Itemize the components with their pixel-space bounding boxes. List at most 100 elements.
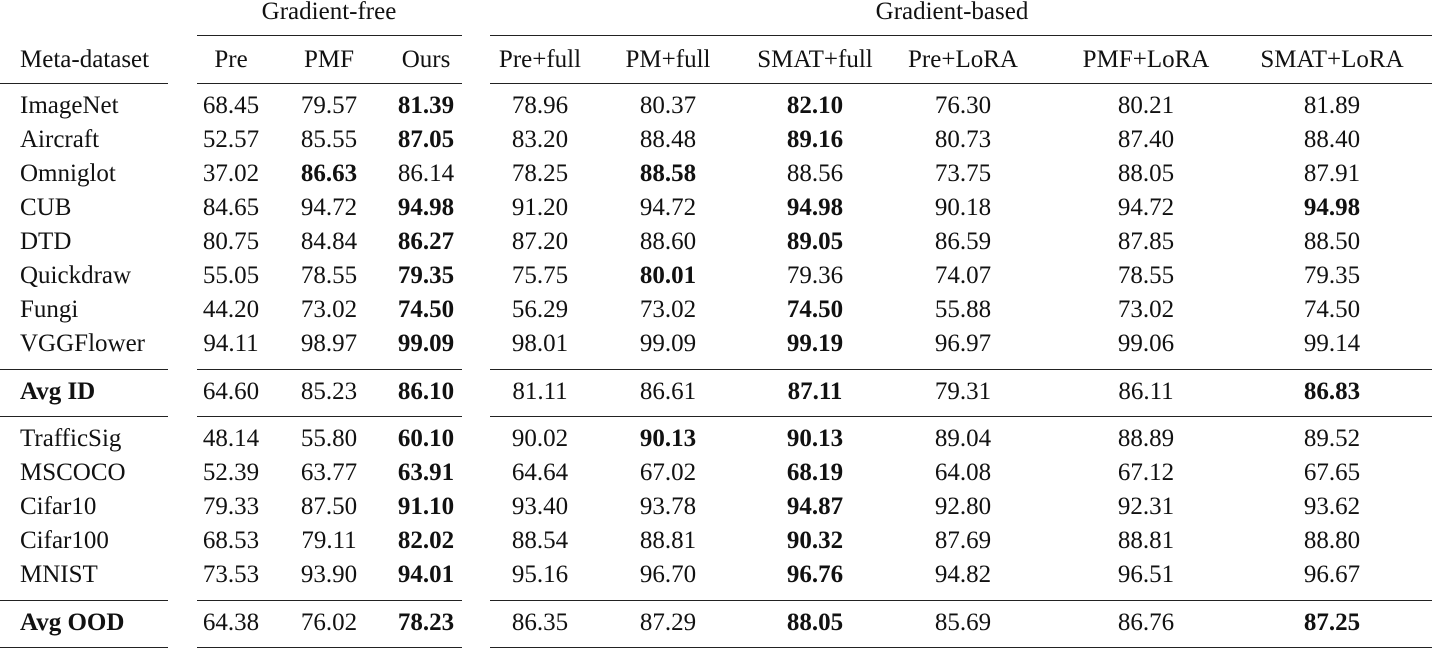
id-row-cell: 86.27: [397, 228, 455, 255]
id-row-cell: 99.09: [639, 330, 697, 357]
ood-row-cell: 87.69: [934, 527, 992, 554]
avg-ood-row-cell: 87.25: [1303, 609, 1361, 636]
column-header: SMAT+full: [757, 46, 873, 73]
id-row-cell: 94.72: [1117, 194, 1175, 221]
bottom-rule-seg-0: [0, 647, 168, 648]
id-row-cell: 98.01: [511, 330, 569, 357]
avg-id-rule-seg-1: [197, 416, 462, 417]
group-rule-gradient-free: [197, 35, 462, 36]
id-row-cell: 87.20: [511, 228, 569, 255]
bottom-rule-seg-2: [490, 647, 1432, 648]
ood-row-cell: 92.80: [934, 493, 992, 520]
ood-row-label: Cifar10: [20, 493, 97, 520]
ood-row-cell: 96.70: [639, 561, 697, 588]
id-row-cell: 88.48: [639, 126, 697, 153]
avg-ood-row-label: Avg OOD: [20, 609, 125, 636]
id-row-cell: 55.05: [202, 262, 260, 289]
id-row-cell: 90.18: [934, 194, 992, 221]
id-row-cell: 87.40: [1117, 126, 1175, 153]
avg-ood-row-cell: 86.35: [511, 609, 569, 636]
id-row-cell: 79.35: [397, 262, 455, 289]
id-row-cell: 76.30: [934, 92, 992, 119]
id-row-cell: 75.75: [511, 262, 569, 289]
ood-row-cell: 88.81: [639, 527, 697, 554]
id-row-cell: 82.10: [786, 92, 844, 119]
id-row-cell: 78.55: [300, 262, 358, 289]
id-row-cell: 85.55: [300, 126, 358, 153]
ood-rule-seg-0: [0, 600, 168, 601]
column-header: Pre+LoRA: [908, 46, 1018, 73]
id-row-cell: 68.45: [202, 92, 260, 119]
avg-id-row-cell: 64.60: [202, 378, 260, 405]
id-row-cell: 84.65: [202, 194, 260, 221]
id-row-cell: 94.98: [786, 194, 844, 221]
id-row-cell: 78.25: [511, 160, 569, 187]
id-row-cell: 83.20: [511, 126, 569, 153]
id-row-cell: 78.96: [511, 92, 569, 119]
ood-row-cell: 90.13: [786, 425, 844, 452]
ood-row-cell: 88.54: [511, 527, 569, 554]
id-row-label: Quickdraw: [20, 262, 132, 289]
avg-ood-row-cell: 76.02: [300, 609, 358, 636]
id-row-cell: 94.98: [397, 194, 455, 221]
id-row-cell: 99.19: [786, 330, 844, 357]
id-row-cell: 73.02: [639, 296, 697, 323]
ood-row-label: MNIST: [20, 561, 98, 588]
avg-id-row-cell: 87.11: [787, 378, 843, 405]
id-row-label: CUB: [20, 194, 72, 221]
avg-ood-row-cell: 87.29: [639, 609, 697, 636]
ood-row-cell: 94.01: [397, 561, 455, 588]
id-row-cell: 88.50: [1303, 228, 1361, 255]
id-row-cell: 79.57: [300, 92, 358, 119]
ood-row-cell: 93.62: [1303, 493, 1361, 520]
group-rule-gradient-based: [490, 35, 1432, 36]
ood-row-label: MSCOCO: [20, 459, 126, 486]
column-header: Meta-dataset: [20, 46, 150, 73]
id-row-cell: 99.14: [1303, 330, 1361, 357]
id-row-cell: 79.36: [786, 262, 844, 289]
id-row-cell: 73.02: [1117, 296, 1175, 323]
ood-row-label: Cifar100: [20, 527, 109, 554]
avg-ood-row-cell: 64.38: [202, 609, 260, 636]
avg-ood-row-cell: 86.76: [1117, 609, 1175, 636]
ood-row-cell: 64.64: [511, 459, 569, 486]
ood-row-cell: 48.14: [202, 425, 260, 452]
id-row-label: DTD: [20, 228, 72, 255]
group-header-gradient-based: Gradient-based: [875, 0, 1029, 25]
ood-row-cell: 95.16: [511, 561, 569, 588]
id-row-cell: 37.02: [202, 160, 260, 187]
id-row-cell: 73.75: [934, 160, 992, 187]
id-row-cell: 80.37: [639, 92, 697, 119]
ood-row-cell: 88.89: [1117, 425, 1175, 452]
ood-row-cell: 96.67: [1303, 561, 1361, 588]
ood-row-cell: 79.33: [202, 493, 260, 520]
avg-ood-row-cell: 78.23: [397, 609, 455, 636]
avg-id-row-label: Avg ID: [20, 378, 96, 405]
id-row-label: Omniglot: [20, 160, 116, 187]
ood-row-cell: 88.81: [1117, 527, 1175, 554]
id-row-cell: 94.72: [639, 194, 697, 221]
id-row-cell: 78.55: [1117, 262, 1175, 289]
id-row-cell: 80.21: [1117, 92, 1175, 119]
id-row-cell: 86.59: [934, 228, 992, 255]
ood-row-cell: 60.10: [397, 425, 455, 452]
ood-row-label: TrafficSig: [20, 425, 122, 452]
id-row-cell: 84.84: [300, 228, 358, 255]
avg-id-row-cell: 81.11: [512, 378, 568, 405]
ood-rule-seg-1: [197, 600, 462, 601]
ood-row-cell: 82.02: [397, 527, 455, 554]
id-row-cell: 89.16: [786, 126, 844, 153]
ood-row-cell: 67.12: [1117, 459, 1175, 486]
ood-row-cell: 90.02: [511, 425, 569, 452]
column-header: PMF: [303, 46, 355, 73]
id-row-cell: 94.11: [203, 330, 259, 357]
ood-row-cell: 90.13: [639, 425, 697, 452]
ood-row-cell: 52.39: [202, 459, 260, 486]
id-row-label: Fungi: [20, 296, 79, 323]
avg-id-row-cell: 86.11: [1118, 378, 1174, 405]
ood-row-cell: 79.11: [301, 527, 357, 554]
ood-row-cell: 93.40: [511, 493, 569, 520]
id-rule-seg-0: [0, 369, 168, 370]
id-row-cell: 88.05: [1117, 160, 1175, 187]
